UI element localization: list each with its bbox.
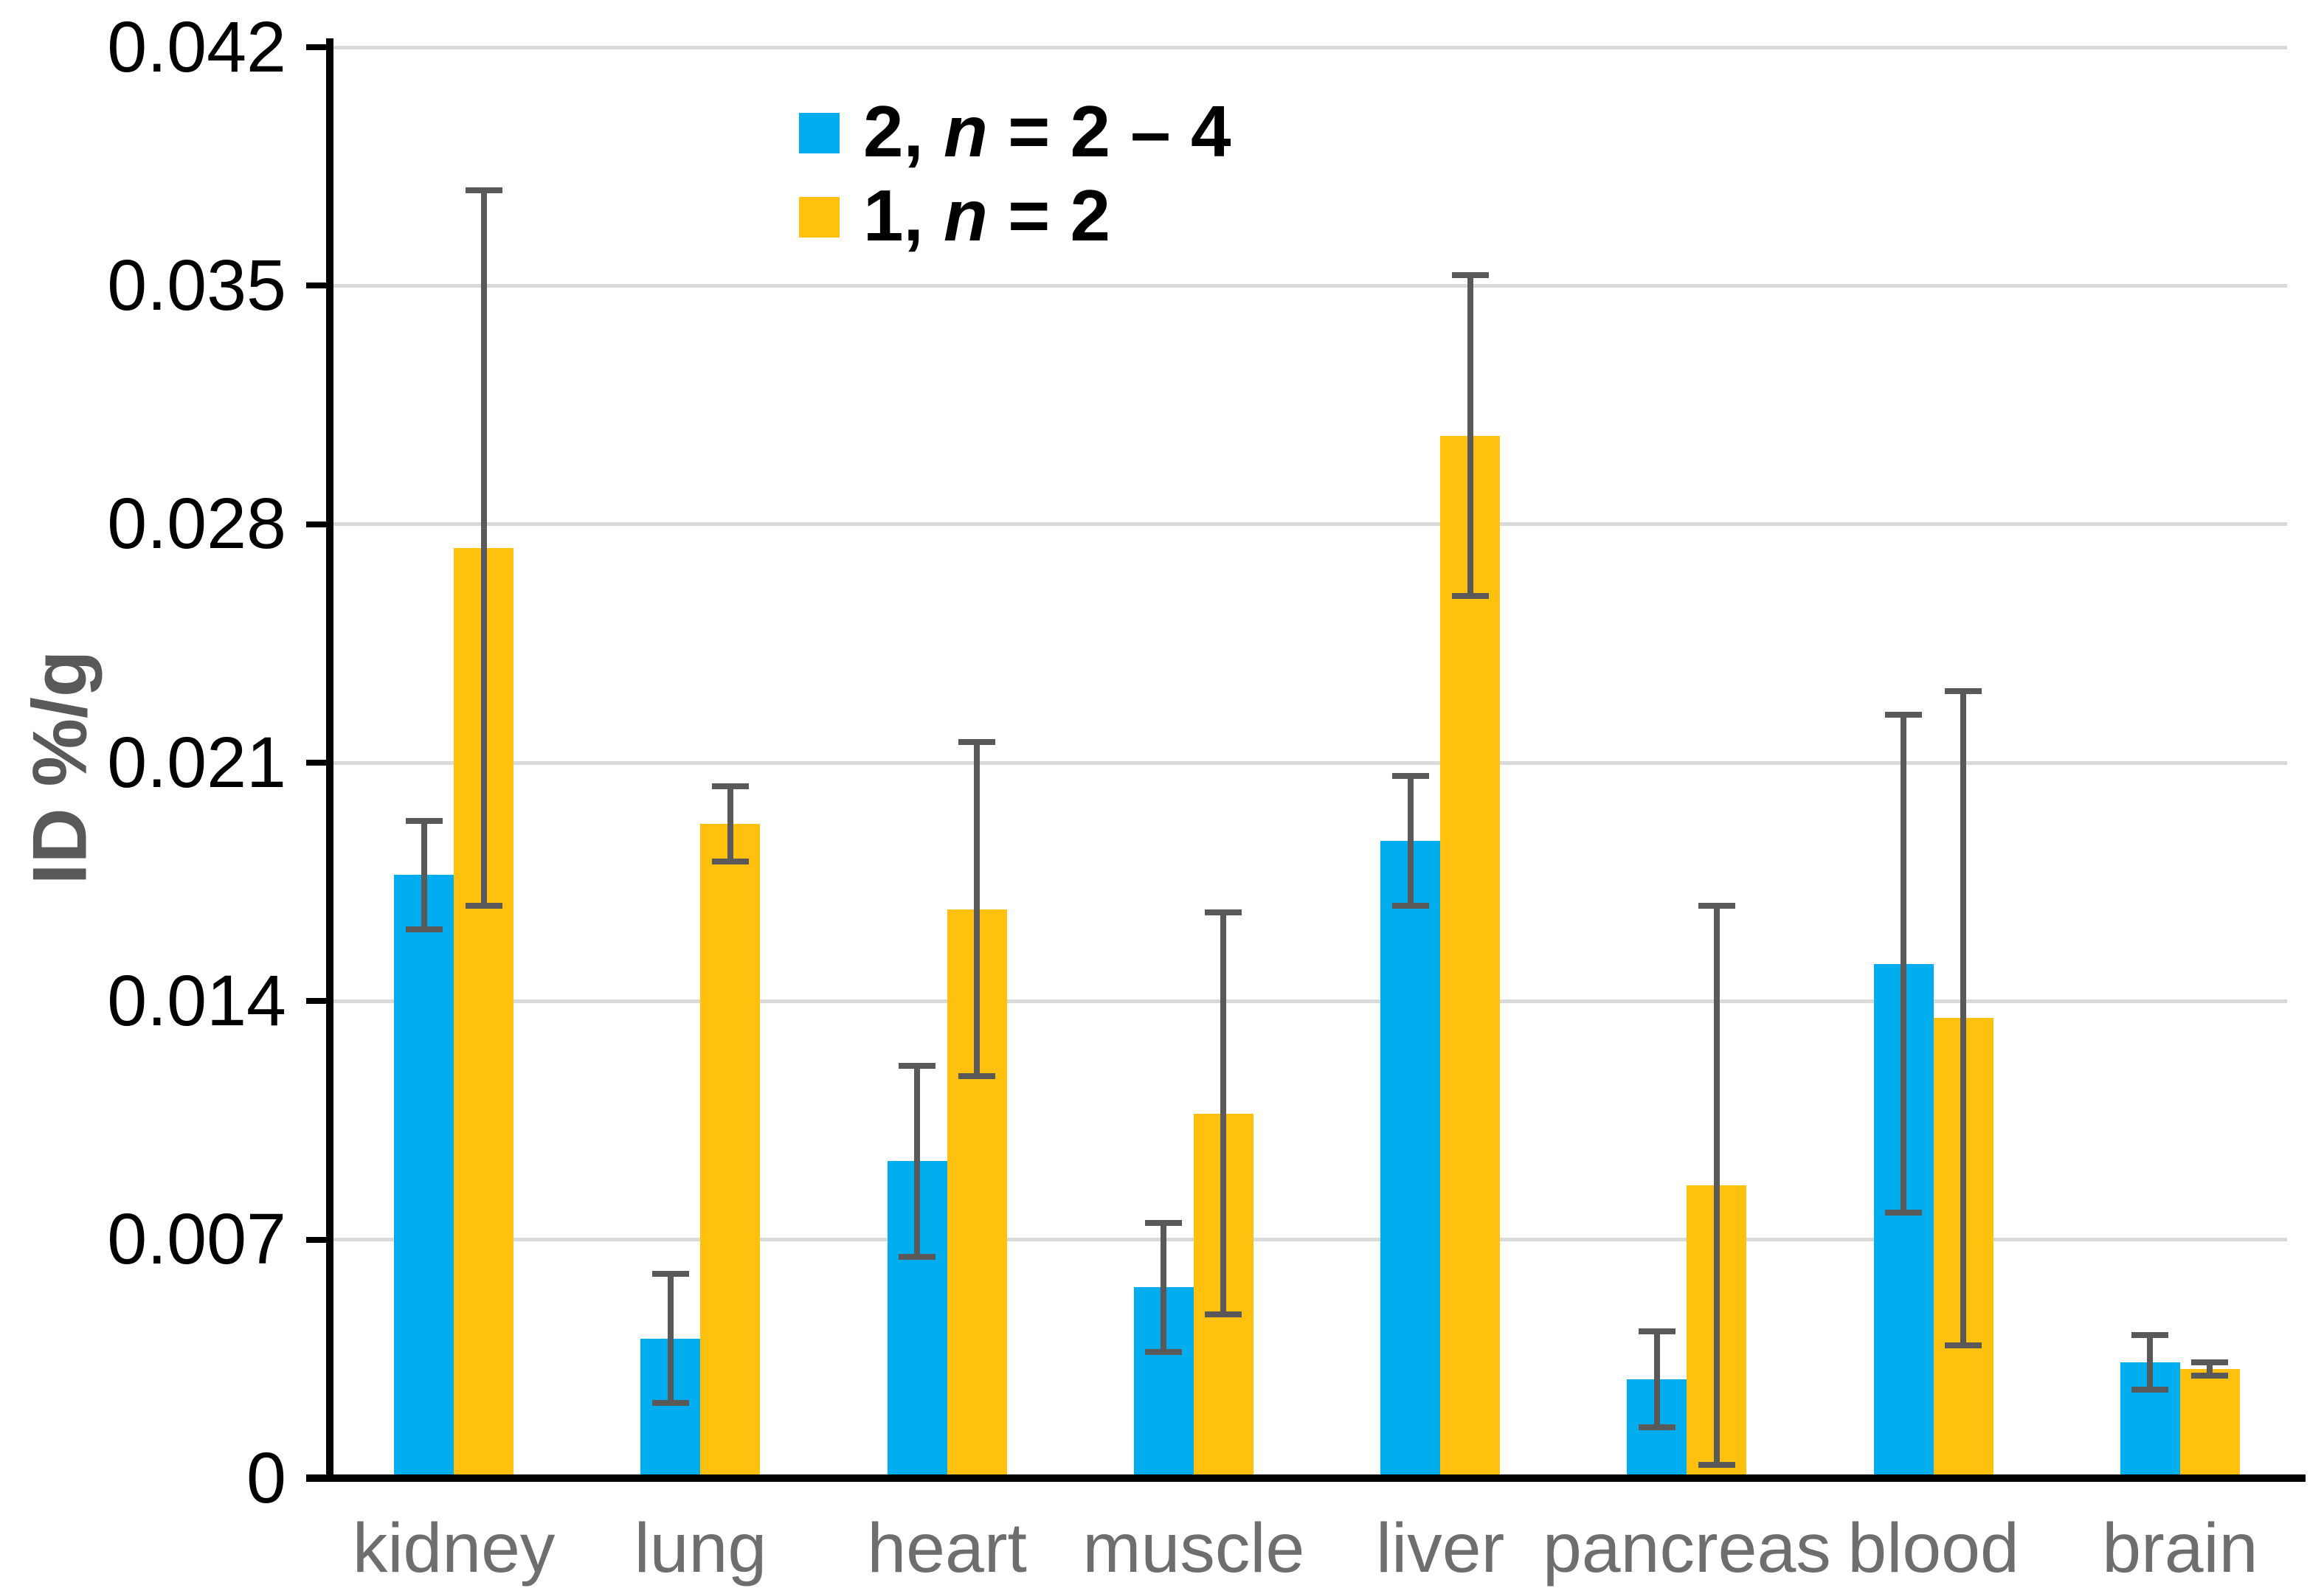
error-bar-cap-top-kidney-series-2 xyxy=(405,817,443,824)
error-bar-cap-top-blood-series-2 xyxy=(1885,712,1923,718)
error-bar-line-kidney-series-2 xyxy=(421,820,427,930)
category-label-brain: brain xyxy=(2102,1509,2258,1587)
error-bar-line-liver-series-1 xyxy=(1467,275,1473,596)
y-tick-label: 0.028 xyxy=(107,483,286,564)
error-bar-line-pancreas-series-2 xyxy=(1653,1331,1660,1427)
error-bar-cap-top-brain-series-1 xyxy=(2191,1359,2229,1365)
error-bar-line-kidney-series-1 xyxy=(480,190,487,906)
bar-brain-series-1 xyxy=(2179,1369,2240,1478)
error-bar-cap-top-liver-series-1 xyxy=(1451,272,1489,279)
category-label-muscle: muscle xyxy=(1082,1509,1305,1587)
error-bar-line-lung-series-2 xyxy=(667,1273,674,1404)
legend-n-value: = 2 – 4 xyxy=(987,91,1231,173)
legend-n-symbol: n xyxy=(943,175,988,257)
legend-label-1: 1, n = 2 xyxy=(863,172,1110,259)
error-bar-cap-bottom-liver-series-1 xyxy=(1451,592,1489,599)
y-axis-tick xyxy=(306,1236,330,1243)
bar-kidney-series-2 xyxy=(394,875,454,1478)
error-bar-cap-top-pancreas-series-1 xyxy=(1698,903,1735,909)
error-bar-cap-bottom-lung-series-2 xyxy=(651,1400,689,1407)
error-bar-cap-top-lung-series-1 xyxy=(711,783,749,790)
error-bar-cap-bottom-kidney-series-1 xyxy=(465,903,502,909)
error-bar-cap-bottom-muscle-series-1 xyxy=(1205,1311,1242,1318)
error-bar-cap-bottom-kidney-series-2 xyxy=(405,926,443,933)
legend-separator: , xyxy=(903,175,944,257)
error-bar-cap-top-kidney-series-1 xyxy=(465,187,502,193)
y-tick-label: 0.007 xyxy=(107,1199,286,1280)
error-bar-cap-top-pancreas-series-2 xyxy=(1638,1328,1675,1335)
legend-n-value: = 2 xyxy=(987,175,1111,257)
x-axis-line xyxy=(306,1474,2306,1482)
y-tick-label: 0.035 xyxy=(107,245,286,326)
gridline xyxy=(330,760,2287,765)
error-bar-cap-bottom-pancreas-series-1 xyxy=(1698,1461,1735,1468)
legend-swatch-2 xyxy=(799,112,840,153)
legend-n-symbol: n xyxy=(943,91,988,173)
legend-separator: , xyxy=(903,91,944,173)
error-bar-cap-top-muscle-series-2 xyxy=(1145,1219,1183,1226)
category-label-kidney: kidney xyxy=(352,1509,556,1587)
error-bar-cap-top-blood-series-1 xyxy=(1945,688,1982,694)
error-bar-line-lung-series-1 xyxy=(727,786,733,862)
bar-liver-series-2 xyxy=(1380,841,1441,1478)
y-tick-label: 0.014 xyxy=(107,960,286,1041)
error-bar-cap-bottom-blood-series-1 xyxy=(1945,1342,1982,1348)
error-bar-cap-bottom-brain-series-1 xyxy=(2191,1373,2229,1379)
error-bar-line-heart-series-1 xyxy=(974,742,981,1076)
error-bar-cap-top-muscle-series-1 xyxy=(1205,909,1242,916)
y-tick-label: 0.021 xyxy=(107,721,286,803)
error-bar-line-pancreas-series-1 xyxy=(1713,906,1720,1465)
error-bar-line-liver-series-2 xyxy=(1407,776,1414,906)
y-axis-tick xyxy=(306,44,330,50)
category-label-blood: blood xyxy=(1847,1509,2019,1587)
error-bar-line-muscle-series-2 xyxy=(1161,1222,1167,1353)
legend-label-2: 2, n = 2 – 4 xyxy=(863,88,1231,175)
legend-series-number: 2 xyxy=(863,91,904,173)
error-bar-line-heart-series-2 xyxy=(914,1066,921,1257)
error-bar-cap-bottom-lung-series-1 xyxy=(711,858,749,864)
category-label-lung: lung xyxy=(634,1509,767,1587)
category-label-pancreas: pancreas xyxy=(1542,1509,1831,1587)
error-bar-cap-top-heart-series-1 xyxy=(958,739,996,746)
error-bar-line-brain-series-2 xyxy=(2147,1335,2154,1390)
legend-swatch-1 xyxy=(799,196,840,238)
gridline xyxy=(330,283,2287,288)
y-axis-tick xyxy=(306,521,330,527)
error-bar-cap-bottom-blood-series-2 xyxy=(1885,1209,1923,1216)
category-label-liver: liver xyxy=(1376,1509,1505,1587)
error-bar-cap-bottom-heart-series-2 xyxy=(899,1253,936,1260)
error-bar-cap-bottom-liver-series-2 xyxy=(1391,903,1429,909)
error-bar-cap-top-brain-series-2 xyxy=(2131,1332,2169,1338)
error-bar-cap-top-lung-series-2 xyxy=(651,1270,689,1277)
y-tick-label: 0.042 xyxy=(107,6,286,87)
bar-lung-series-1 xyxy=(700,824,761,1478)
error-bar-line-blood-series-2 xyxy=(1901,715,1907,1213)
gridline xyxy=(330,999,2287,1003)
error-bar-cap-bottom-muscle-series-2 xyxy=(1145,1349,1183,1356)
error-bar-cap-bottom-pancreas-series-2 xyxy=(1638,1424,1675,1430)
error-bar-line-muscle-series-1 xyxy=(1220,912,1227,1315)
error-bar-line-blood-series-1 xyxy=(1960,691,1967,1345)
gridline xyxy=(330,522,2287,527)
y-tick-label: 0 xyxy=(246,1437,286,1518)
legend-series-number: 1 xyxy=(863,175,904,257)
error-bar-cap-top-heart-series-2 xyxy=(899,1063,936,1070)
error-bar-line-brain-series-1 xyxy=(2207,1362,2213,1376)
y-axis-line xyxy=(326,38,333,1478)
gridline xyxy=(330,45,2287,49)
error-bar-cap-bottom-brain-series-2 xyxy=(2131,1386,2169,1393)
y-axis-tick xyxy=(306,998,330,1005)
error-bar-cap-bottom-heart-series-1 xyxy=(958,1072,996,1079)
y-axis-tick xyxy=(306,760,330,766)
bar-liver-series-1 xyxy=(1440,435,1501,1478)
error-bar-cap-top-liver-series-2 xyxy=(1391,773,1429,780)
y-axis-tick xyxy=(306,283,330,289)
gridline xyxy=(330,1238,2287,1242)
category-label-heart: heart xyxy=(867,1509,1027,1587)
